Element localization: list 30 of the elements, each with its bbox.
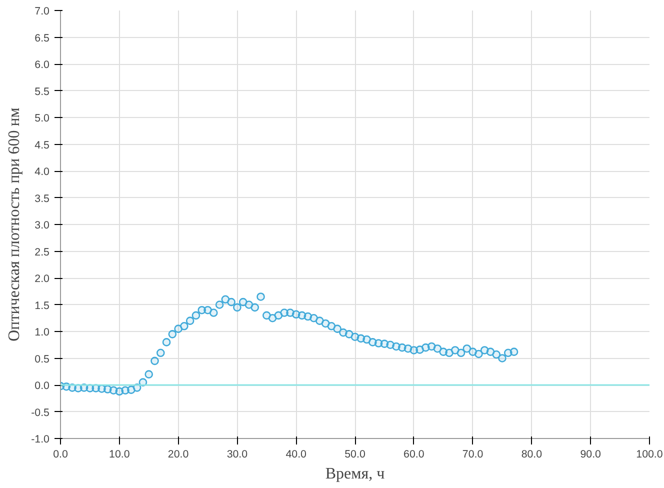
x-tick-label: 80.0 [521,448,542,460]
x-tick-label: 30.0 [226,448,248,460]
x-tick-label: 90.0 [580,448,602,460]
x-tick-label: 40.0 [286,448,307,460]
x-tick-label: 60.0 [404,448,424,460]
y-tick-label: 3.0 [34,220,50,232]
x-axis-title: Время, ч [325,466,385,482]
x-tick-label: 10.0 [109,448,130,460]
y-tick-label: 1.0 [34,326,50,338]
y-tick-label: 7.0 [34,6,50,18]
x-tick-label: 20.0 [168,448,189,460]
y-tick-label: -1.0 [31,434,50,446]
y-tick-label: 3.5 [34,192,50,205]
y-axis-title: Оптическая плотность при 600 нм [6,108,24,342]
y-tick-label: 4.0 [34,166,50,178]
y-tick-label: 5.5 [34,86,50,98]
y-tick-label: 4.5 [34,139,50,152]
x-tick-label: 50.0 [344,448,366,460]
y-tick-label: 0.5 [34,353,50,366]
y-tick-label: 5.0 [34,112,50,124]
y-tick-label: 6.0 [34,59,50,71]
y-tick-label: 6.5 [34,32,50,44]
x-tick-label: 0.0 [53,448,68,460]
y-tick-label: 2.0 [34,273,50,285]
y-tick-label: 1.5 [34,300,50,312]
y-tick-label: 2.5 [34,246,50,258]
y-tick-label: -0.5 [31,406,50,419]
y-tick-label: 0.0 [34,380,50,392]
x-tick-label: 100.0 [636,448,663,460]
x-tick-label: 70.0 [462,448,484,460]
